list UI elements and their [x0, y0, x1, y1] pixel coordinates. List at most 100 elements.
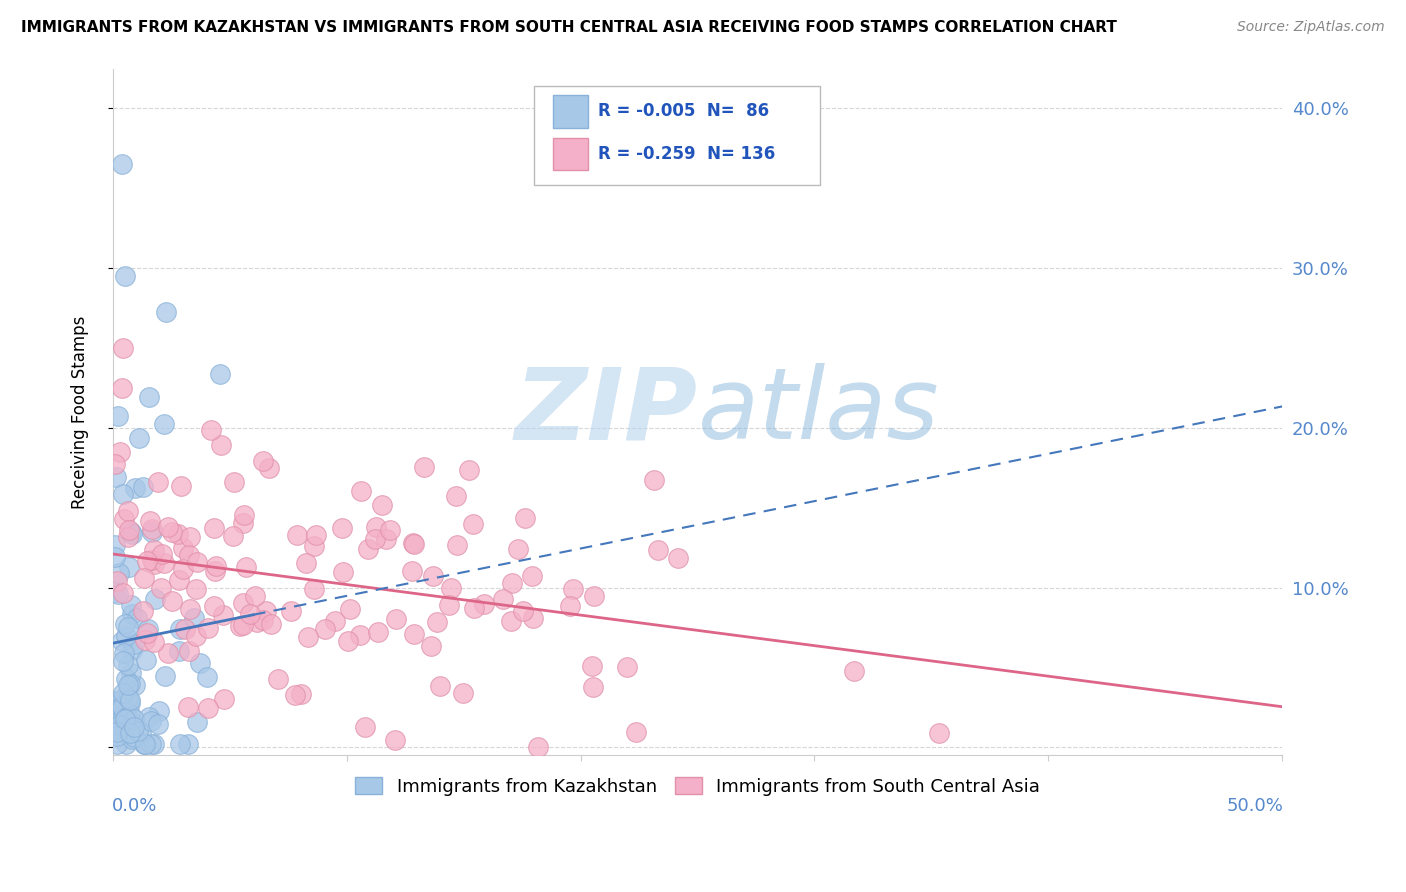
Point — [117, 690, 139, 705]
Point — [141, 552, 163, 566]
Point — [111, 692, 134, 706]
Point — [122, 712, 145, 726]
Point — [124, 678, 146, 692]
Point — [121, 526, 143, 541]
Point — [157, 646, 180, 660]
Point — [419, 639, 441, 653]
Point — [422, 568, 444, 582]
Point — [169, 737, 191, 751]
Point — [401, 536, 423, 550]
Point — [114, 712, 136, 726]
Point — [429, 679, 451, 693]
Point — [472, 597, 495, 611]
Point — [107, 409, 129, 423]
Point — [212, 692, 235, 706]
Point — [197, 621, 219, 635]
Point — [155, 305, 177, 319]
Point — [112, 512, 135, 526]
Point — [186, 714, 208, 729]
Point — [112, 586, 135, 600]
Point — [110, 445, 132, 459]
Point — [426, 615, 449, 629]
Point — [232, 508, 254, 523]
Point — [112, 341, 135, 355]
Point — [332, 565, 354, 579]
Point — [401, 564, 423, 578]
Point — [527, 740, 550, 755]
Point — [522, 568, 544, 582]
Point — [112, 486, 135, 500]
Point — [252, 613, 274, 627]
Point — [208, 367, 231, 381]
Point — [134, 737, 156, 751]
Point — [120, 598, 142, 612]
Point — [179, 530, 201, 544]
Point — [115, 737, 138, 751]
Point — [350, 483, 373, 498]
Point — [522, 611, 544, 625]
FancyBboxPatch shape — [534, 86, 820, 186]
Point — [440, 581, 463, 595]
Point — [117, 711, 139, 725]
Point — [285, 527, 308, 541]
Point — [243, 589, 266, 603]
Point — [111, 633, 134, 648]
Point — [239, 607, 262, 622]
Point — [111, 699, 134, 714]
Point — [305, 527, 328, 541]
Point — [284, 688, 307, 702]
Point — [105, 729, 128, 743]
Point — [146, 717, 169, 731]
Point — [104, 694, 127, 708]
Point — [349, 628, 371, 642]
Point — [141, 525, 163, 540]
Point — [513, 511, 536, 525]
Point — [134, 571, 156, 585]
Point — [844, 664, 866, 678]
Point — [108, 709, 131, 723]
Point — [136, 625, 159, 640]
Point — [280, 604, 302, 618]
Point — [110, 718, 132, 732]
Point — [143, 557, 166, 571]
Point — [402, 537, 425, 551]
Point — [647, 543, 669, 558]
Point — [367, 624, 389, 639]
Text: 0.0%: 0.0% — [111, 797, 157, 814]
Point — [111, 654, 134, 668]
Point — [134, 633, 156, 648]
Point — [117, 657, 139, 672]
Point — [118, 696, 141, 710]
Point — [170, 479, 193, 493]
Point — [122, 637, 145, 651]
Point — [506, 542, 529, 557]
Point — [132, 480, 155, 494]
Point — [169, 644, 191, 658]
Text: atlas: atlas — [697, 363, 939, 460]
Point — [177, 644, 200, 658]
Point — [501, 575, 523, 590]
Point — [177, 549, 200, 563]
Point — [160, 524, 183, 539]
Point — [104, 723, 127, 738]
Point — [153, 668, 176, 682]
Point — [121, 732, 143, 747]
Point — [257, 461, 280, 475]
Point — [136, 622, 159, 636]
Point — [150, 547, 173, 561]
FancyBboxPatch shape — [553, 138, 588, 170]
Point — [120, 666, 142, 681]
Point — [111, 157, 134, 171]
Point — [188, 656, 211, 670]
Point — [297, 630, 319, 644]
Point — [114, 616, 136, 631]
Point — [107, 574, 129, 589]
Point — [122, 730, 145, 744]
Point — [114, 673, 136, 687]
Point — [104, 550, 127, 565]
Point — [451, 685, 474, 699]
Point — [118, 726, 141, 740]
Point — [134, 737, 156, 751]
Point — [197, 700, 219, 714]
Point — [172, 562, 194, 576]
